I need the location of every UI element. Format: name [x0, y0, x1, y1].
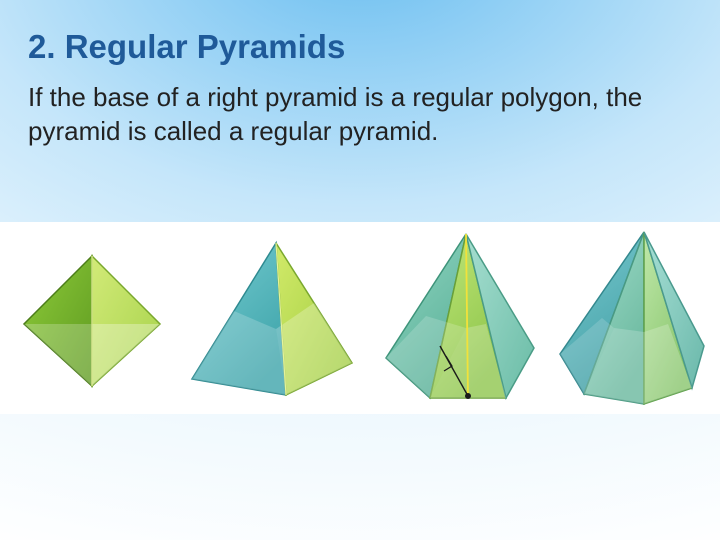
pyramid-square [12, 238, 172, 398]
pyramid-band [0, 222, 720, 414]
slide-body: If the base of a right pyramid is a regu… [28, 80, 700, 149]
pyramid-pentagon [366, 228, 536, 408]
pyramid-triangle [184, 233, 354, 403]
slide-content: 2. Regular Pyramids If the base of a rig… [0, 0, 720, 149]
slide-title: 2. Regular Pyramids [28, 28, 700, 66]
pyramid-hexagon [548, 228, 708, 408]
